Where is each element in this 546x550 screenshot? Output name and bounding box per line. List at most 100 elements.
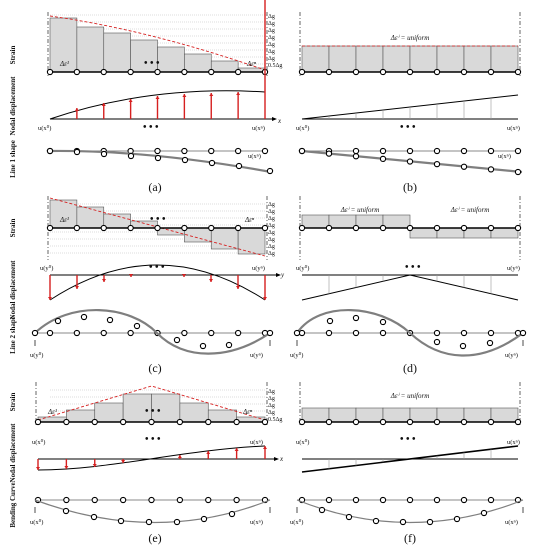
e-strain-bar <box>94 402 124 423</box>
e-strain-bar <box>122 393 152 423</box>
c-scale-2: Δg <box>268 216 275 222</box>
figure-static-layer <box>31 0 527 526</box>
a-beam-node <box>100 68 107 76</box>
f-bending-curve <box>296 499 524 524</box>
a-scale-7: 0.5Δg <box>268 63 282 69</box>
f-disp-end: u(xⁿ) <box>507 439 520 446</box>
c-beam-node <box>127 224 134 232</box>
a-scale-6: Δg <box>268 56 275 62</box>
f-disp-line <box>301 445 519 473</box>
c-beam-node <box>46 224 54 232</box>
a-strain-dots: • • • <box>144 58 160 69</box>
row3-strain-label: Strain <box>9 393 17 412</box>
c-strain-bar <box>237 227 266 255</box>
a-deformed-node <box>154 154 162 162</box>
d-strain-bar-pos <box>382 214 411 229</box>
d-deformed-node <box>486 339 494 347</box>
f-beam-node <box>406 418 414 426</box>
a-disp-arrow-head <box>155 96 160 99</box>
c-strain-bar <box>76 206 105 229</box>
a-scale-5: Δg <box>268 49 275 55</box>
c-deformed-node <box>133 322 141 330</box>
d-strain-eq-right: Δεⁱ = uniform <box>450 206 490 214</box>
a-ref-node <box>234 147 242 155</box>
d-deformed-node <box>293 329 301 337</box>
b-beam-node <box>487 68 495 76</box>
e-beam-node <box>261 418 269 426</box>
d-beam-node <box>406 224 414 232</box>
a-deformed-node <box>127 152 135 160</box>
a-strain-bar <box>210 60 239 73</box>
panel-c-label: (c) <box>148 361 161 375</box>
e-beam-node <box>119 418 127 426</box>
d-deformed-node <box>326 317 334 325</box>
c-deformed-node <box>106 316 114 324</box>
c-ref-node <box>234 329 242 337</box>
f-shape-start: u(x⁰) <box>290 518 303 526</box>
d-shape-end: u(yⁿ) <box>505 352 518 359</box>
b-ref-node <box>352 147 360 155</box>
d-strain-bar-neg <box>490 227 519 239</box>
b-disp-end: u(xⁿ) <box>507 125 520 132</box>
d-strain-bar-neg <box>409 227 438 239</box>
b-beam-node <box>514 68 522 76</box>
e-ref-node <box>205 496 212 504</box>
c-deformed-node <box>80 313 88 321</box>
a-beam-node <box>154 68 161 76</box>
d-deformed-node <box>519 329 527 337</box>
d-strain-bar-neg <box>463 227 492 239</box>
d-beam-node <box>298 224 306 232</box>
c-ref-node <box>208 329 215 337</box>
c-strain-bar <box>103 213 131 229</box>
b-deformed-node <box>379 155 387 163</box>
d-ref-node <box>433 329 441 337</box>
a-disp-start: u(x⁰) <box>38 124 51 132</box>
e-scale-1: Δg <box>268 396 275 402</box>
d-deformed-node <box>433 338 441 346</box>
e-disp-curve <box>37 445 266 471</box>
d-beam-node <box>487 224 495 232</box>
c-scale-4: Δg <box>268 230 275 236</box>
panel-d-label: (d) <box>403 361 417 375</box>
b-ref-node <box>514 147 522 155</box>
b-ref-node <box>379 147 387 155</box>
e-disp-arrow-head <box>177 455 182 458</box>
b-beam-node <box>433 68 441 76</box>
d-deformed-node <box>352 314 360 322</box>
d-shape-start: u(y⁰) <box>290 351 303 359</box>
a-beam-node <box>181 68 188 76</box>
b-deformed-node <box>352 153 360 160</box>
f-beam-node <box>514 418 522 426</box>
e-scale-0: Δg <box>268 389 275 395</box>
a-strain-bar <box>157 46 185 73</box>
f-beam-node <box>379 418 387 426</box>
f-ref-node <box>487 496 495 504</box>
c-axis-arrowhead <box>276 273 281 277</box>
d-beam-node <box>352 224 360 232</box>
a-beam-node <box>234 68 242 76</box>
a-deformed-node <box>100 150 108 158</box>
e-strain-dots: • • • <box>145 406 161 417</box>
f-strain-bar <box>328 407 357 423</box>
c-disp-arrow-head <box>209 279 213 282</box>
f-beam-node <box>298 418 306 426</box>
a-disp-arrow-head <box>128 99 133 102</box>
d-disp-line <box>301 274 519 301</box>
b-beam-node <box>298 68 306 76</box>
a-ref-node <box>261 147 269 155</box>
f-strain-bar <box>301 407 330 423</box>
c-disp-dots: • • • <box>149 262 165 273</box>
d-beam-node <box>325 224 333 232</box>
c-disp-arrow-head <box>182 274 186 277</box>
f-bending-node <box>480 509 488 517</box>
a-deformed-node <box>73 148 81 156</box>
c-beam-node <box>100 224 107 232</box>
a-shape-end: u(xⁿ) <box>248 153 261 160</box>
e-strain-bar <box>179 402 209 423</box>
f-bending-node <box>345 513 353 521</box>
e-disp-arrow-head <box>36 467 40 470</box>
b-deformed-node <box>514 168 522 176</box>
e-beam-node <box>233 418 240 426</box>
b-beam-node <box>406 68 414 76</box>
